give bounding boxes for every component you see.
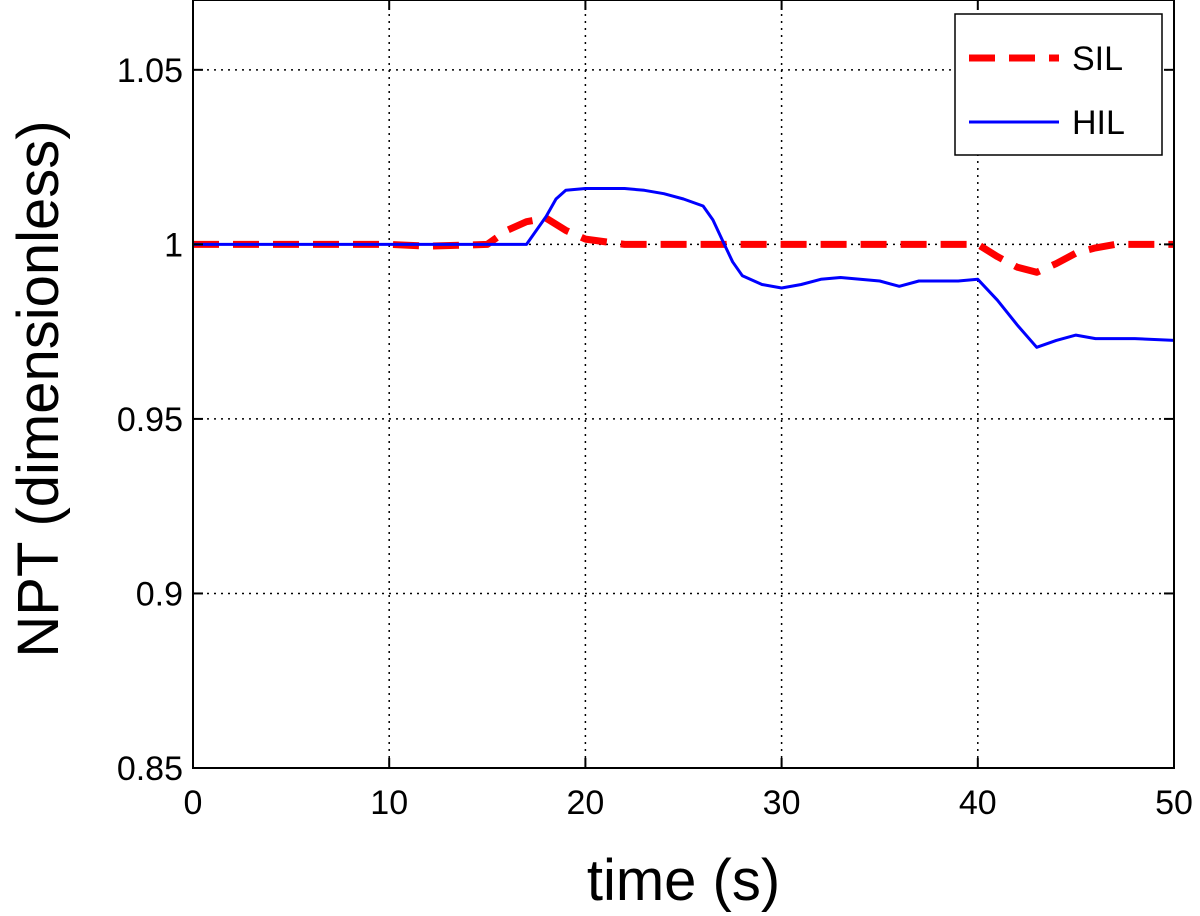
series-line-sil <box>193 214 1174 276</box>
legend-label-hil: HIL <box>1072 104 1125 142</box>
x-tick-label: 20 <box>566 784 604 822</box>
legend: SIL HIL <box>954 13 1163 156</box>
legend-label-sil: SIL <box>1072 40 1123 78</box>
y-axis-title: NPT (dimensionless) <box>6 120 71 657</box>
y-tick-label: 0.95 <box>117 401 183 439</box>
x-tick-label: 0 <box>184 784 203 822</box>
ticks: 0 10 20 30 40 50 0.85 0.9 0.95 1 1.05 <box>117 0 1193 822</box>
y-tick-label: 0.85 <box>117 750 183 788</box>
series-line-hil <box>193 187 1175 349</box>
axes-frame <box>192 0 1175 769</box>
x-tick-label: 30 <box>763 784 801 822</box>
legend-box <box>954 13 1163 156</box>
x-axis-title: time (s) <box>587 848 780 913</box>
y-tick-label: 1 <box>164 226 183 264</box>
x-tick-label: 50 <box>1155 784 1193 822</box>
y-tick-label: 0.9 <box>136 575 183 613</box>
y-tick-label: 1.05 <box>117 52 183 90</box>
series-layer <box>193 187 1175 349</box>
x-tick-label: 40 <box>959 784 997 822</box>
x-tick-label: 10 <box>370 784 408 822</box>
